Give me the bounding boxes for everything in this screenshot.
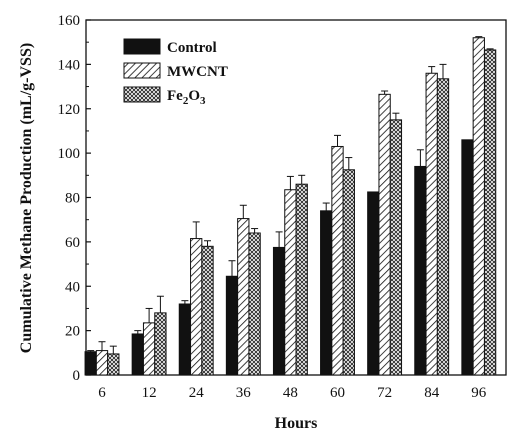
legend-fe-sub2: 3 [200, 95, 206, 107]
y-tick-label: 80 [65, 191, 80, 207]
bar-hatch-60 [331, 145, 344, 376]
y-axis: 0 20 40 60 80 100 120 140 160 [58, 13, 91, 384]
bar-crosshatch-96 [483, 49, 497, 376]
y-tick-label: 0 [73, 368, 81, 384]
bar-solid-6 [84, 351, 97, 376]
bar-crosshatch-24 [201, 245, 214, 376]
bar-hatch-84 [425, 72, 438, 376]
x-tick-label: 24 [189, 385, 205, 401]
bar-crosshatch-36 [248, 232, 261, 376]
bar-solid-36 [225, 275, 239, 376]
bar-crosshatch-60 [342, 169, 355, 376]
bar-crosshatch-48 [295, 183, 308, 376]
y-tick-label: 160 [58, 13, 81, 29]
bar-hatch-12 [142, 322, 156, 376]
bar-solid-84 [414, 165, 427, 376]
y-axis-label: Cumulative Methane Production (mL/g-VSS) [18, 43, 35, 353]
bars-group [84, 37, 497, 376]
error-bars-group [87, 36, 494, 354]
y-tick-label: 40 [65, 279, 80, 295]
legend-label-control: Control [167, 40, 217, 56]
x-tick-label: 36 [236, 385, 252, 401]
y-tick-label: 100 [58, 146, 81, 162]
x-tick-label: 60 [330, 385, 345, 401]
x-tick-label: 48 [283, 385, 298, 401]
bar-crosshatch-6 [107, 353, 120, 376]
bar-crosshatch-12 [154, 312, 167, 376]
bar-hatch-36 [237, 218, 250, 376]
bar-hatch-48 [284, 189, 297, 376]
legend-label-mwcnt: MWCNT [167, 64, 228, 80]
bar-solid-12 [131, 333, 144, 376]
legend-fe-mid: O [188, 88, 200, 104]
y-tick-label: 60 [65, 235, 80, 251]
y-tick-label: 20 [65, 324, 80, 340]
x-tick-label: 6 [98, 385, 106, 401]
bar-crosshatch-84 [436, 78, 450, 376]
bar-hatch-6 [95, 350, 109, 376]
bar-solid-48 [272, 246, 286, 376]
legend-fe-sub1: 2 [183, 95, 189, 107]
x-tick-label: 96 [471, 385, 487, 401]
legend: Control MWCNT Fe2O3 [123, 38, 228, 107]
bar-hatch-24 [190, 238, 203, 376]
bar-hatch-96 [472, 37, 485, 376]
legend-swatch-fe2o3 [123, 86, 161, 103]
x-tick-label: 84 [424, 385, 440, 401]
bar-hatch-72 [378, 93, 391, 376]
bar-solid-72 [367, 191, 380, 376]
y-tick-label: 140 [58, 57, 81, 73]
bar-solid-96 [461, 139, 474, 376]
legend-label-fe2o3: Fe2O3 [167, 88, 206, 107]
bar-solid-24 [178, 303, 192, 376]
legend-swatch-mwcnt [123, 62, 161, 79]
bar-solid-60 [320, 210, 333, 376]
x-tick-label: 72 [377, 385, 392, 401]
x-axis-label: Hours [275, 415, 318, 432]
bar-crosshatch-72 [389, 119, 403, 376]
x-tick-label: 12 [142, 385, 157, 401]
y-tick-label: 120 [58, 102, 81, 118]
legend-swatch-control [123, 38, 161, 55]
legend-fe-base: Fe [167, 88, 183, 104]
